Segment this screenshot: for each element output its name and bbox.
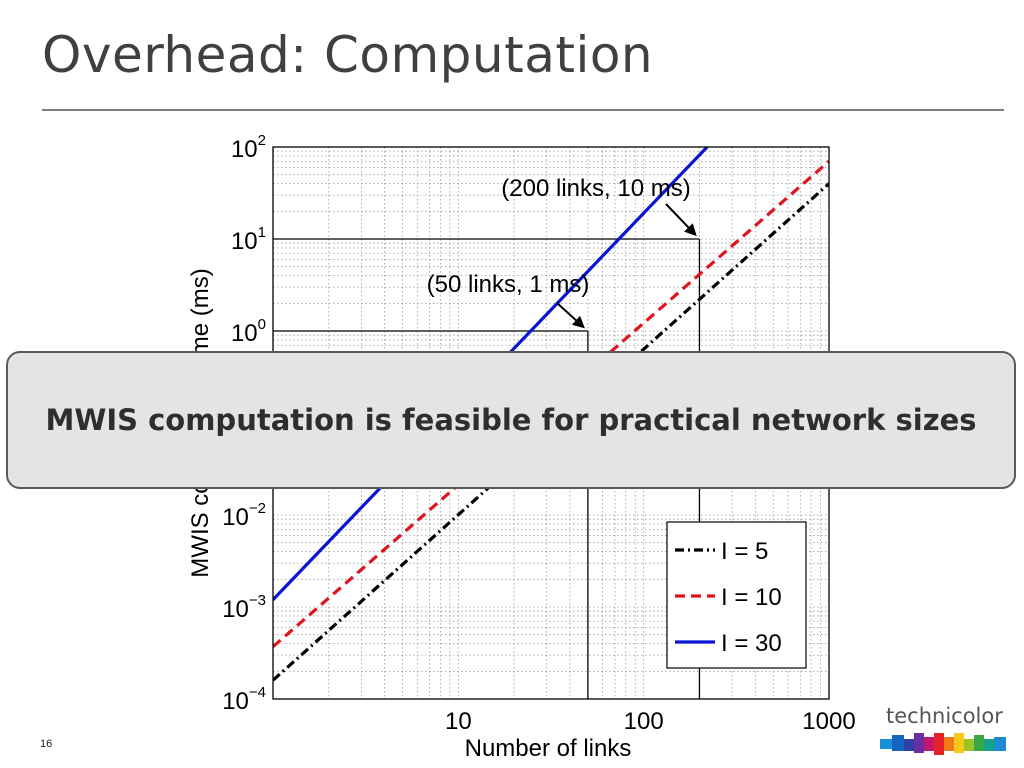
brand-logo-text: technicolor (886, 704, 1003, 728)
annotation-label: (50 links, 1 ms) (427, 271, 590, 298)
y-tick-label: 10−3 (222, 592, 266, 623)
slide-title: Overhead: Computation (42, 26, 654, 84)
annotation-label: (200 links, 10 ms) (501, 175, 690, 202)
y-tick-label: 10−2 (222, 500, 266, 531)
y-tick-label: 10−4 (222, 684, 266, 715)
annotation-arrow (665, 203, 692, 232)
y-tick-label: 101 (231, 224, 266, 255)
x-axis-label: Number of links (465, 735, 632, 762)
legend: I = 5 I = 10 I = 30 (666, 521, 807, 669)
title-divider (42, 109, 1004, 111)
page-number: 16 (40, 738, 53, 750)
annotation-arrow (556, 302, 580, 324)
legend-label: I = 5 (721, 538, 768, 565)
series-line (273, 182, 829, 682)
legend-label: I = 30 (721, 630, 782, 657)
x-tick-label: 100 (624, 708, 664, 735)
annotation-arrowhead (571, 315, 585, 329)
callout-text: MWIS computation is feasible for practic… (45, 403, 977, 437)
callout-box: MWIS computation is feasible for practic… (6, 351, 1016, 489)
x-tick-label: 10 (445, 708, 472, 735)
legend-label: I = 10 (721, 584, 782, 611)
y-tick-label: 100 (231, 316, 266, 347)
y-tick-label: 102 (231, 132, 266, 163)
brand-logo-icon (880, 733, 1006, 755)
annotations: (50 links, 1 ms) (200 links, 10 ms) (427, 175, 697, 329)
annotation-arrowhead (684, 223, 697, 237)
legend-box (666, 521, 807, 669)
x-tick-label: 1000 (802, 708, 855, 735)
